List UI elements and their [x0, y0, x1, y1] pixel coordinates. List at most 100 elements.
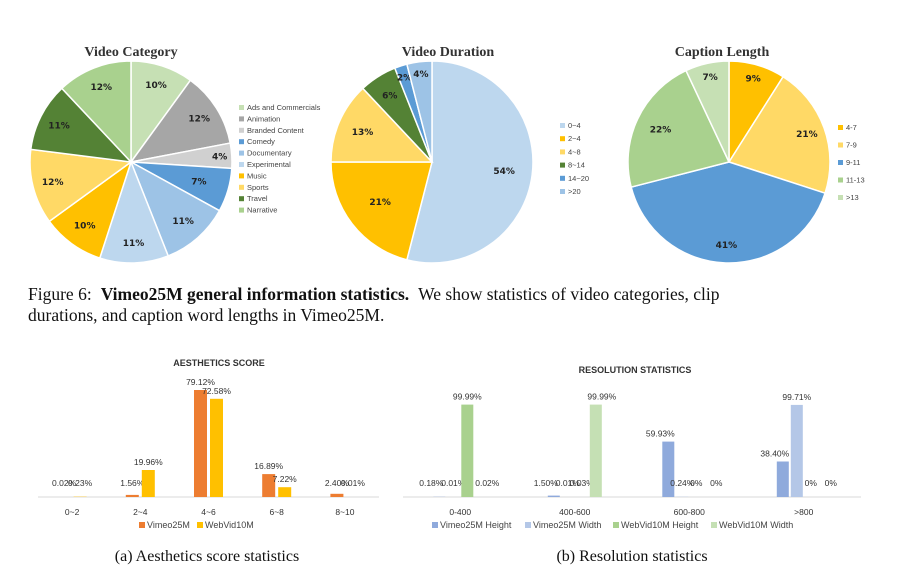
pie-slice-label: 4% — [212, 152, 227, 162]
pie-slice-label: 6% — [382, 92, 397, 102]
pie-slice-label: 13% — [352, 128, 374, 138]
data-label: 0.24% — [670, 478, 695, 488]
bar — [125, 494, 139, 497]
x-tick-label: 6~8 — [269, 507, 284, 517]
legend-swatch — [838, 142, 843, 148]
data-label: 0.02% — [52, 478, 77, 488]
data-label: 79.12% — [186, 377, 215, 387]
pie-slice — [330, 161, 433, 261]
pie-slice — [685, 60, 730, 163]
legend-entry: 4~8 — [568, 147, 581, 156]
legend-swatch — [560, 149, 565, 155]
x-tick-label: >800 — [794, 507, 813, 517]
pie-slice — [129, 160, 221, 257]
data-label: 0% — [710, 478, 723, 488]
legend-swatch — [239, 162, 244, 167]
legend-entry: >20 — [568, 187, 581, 196]
bar — [461, 404, 474, 497]
bar-resolution-statistics: RESOLUTION STATISTICS0-4000.18%0.01%99.9… — [403, 365, 861, 530]
legend-swatch — [711, 522, 717, 528]
data-label: 0.03% — [570, 478, 595, 488]
x-tick-label: 600-800 — [674, 507, 705, 517]
bar — [547, 495, 560, 497]
legend-swatch — [197, 522, 203, 528]
pie-title: Video Duration — [402, 45, 495, 60]
pie-slice-label: 7% — [702, 73, 717, 83]
bar — [589, 404, 602, 497]
figure6-label: Figure 6: — [28, 284, 92, 304]
data-label: 0.23% — [68, 478, 93, 488]
data-label: 19.96% — [134, 457, 163, 467]
x-tick-label: 0~2 — [65, 507, 80, 517]
pie-slice — [60, 60, 132, 164]
bar — [194, 390, 207, 497]
legend-swatch — [613, 522, 619, 528]
pie-video-category: Video Category 10% 12% 4% 7% 11% 11% 10% 12% 11% 1… — [29, 45, 321, 264]
subcaption-b: (b) Resolution statistics — [556, 548, 707, 565]
legend-swatch — [239, 196, 244, 202]
legend-swatch — [432, 522, 438, 528]
legend-swatch — [838, 125, 843, 130]
pie-slice — [98, 159, 170, 264]
pie-slice-label: 2% — [397, 74, 412, 84]
legend-swatch — [239, 207, 244, 213]
legend-swatch — [525, 522, 531, 528]
legend-entry: Documentary — [247, 149, 292, 158]
legend-swatch — [560, 162, 565, 168]
bar — [790, 404, 803, 497]
legend-entry: Vimeo25M Height — [440, 520, 512, 530]
figure6-caption-line1: Figure 6: Vimeo25M general information s… — [28, 284, 720, 304]
legend-swatch — [239, 105, 244, 110]
legend-entry: 7-9 — [846, 141, 857, 150]
pie-slice — [330, 87, 434, 163]
legend-entry: 11-13 — [846, 176, 865, 185]
legend-entry: >13 — [846, 193, 859, 202]
legend-swatch — [560, 136, 565, 142]
legend-swatch — [239, 139, 244, 145]
legend-entry: Sports — [247, 183, 269, 192]
legend-entry: Ads and Commercials — [247, 103, 321, 112]
legend-entry: 2~4 — [568, 134, 581, 143]
data-label: 2.40% — [325, 478, 350, 488]
legend-swatch — [239, 150, 244, 156]
subcaption-a: (a) Aesthetics score statistics — [115, 548, 299, 565]
x-tick-label: 400-600 — [559, 507, 590, 517]
pie-slice-label: 10% — [74, 222, 96, 232]
x-tick-label: 4~6 — [201, 507, 216, 517]
data-label: 1.50% — [534, 478, 559, 488]
pie-slice — [727, 75, 831, 195]
legend-entry: Narrative — [247, 206, 277, 215]
legend-swatch — [560, 123, 565, 128]
pie-slice — [29, 87, 133, 164]
bar — [262, 474, 276, 497]
legend-swatch — [139, 522, 145, 528]
pie-slice — [129, 79, 232, 164]
figure6-caption-rest: We show statistics of video categories, … — [418, 284, 720, 304]
pie-slice — [405, 60, 433, 163]
data-label: 0% — [805, 478, 818, 488]
data-label: 16.89% — [254, 461, 283, 471]
data-label: 72.58% — [202, 386, 231, 396]
data-label: 99.99% — [587, 392, 616, 402]
bar — [210, 398, 223, 497]
pie-slice-label: 12% — [42, 178, 64, 188]
legend-swatch — [239, 184, 244, 190]
legend-swatch — [838, 177, 843, 183]
pie-slice-label: 9% — [746, 75, 761, 85]
pie-slice-label: 21% — [369, 198, 391, 208]
pie-slice-label: 22% — [650, 126, 672, 136]
pie-title: Caption Length — [675, 45, 770, 60]
legend-swatch — [560, 189, 565, 194]
data-label: 0.01% — [341, 478, 366, 488]
pie-slice-label: 11% — [172, 217, 194, 227]
pie-slice — [627, 69, 731, 189]
pie-slice-label: 11% — [123, 239, 145, 249]
pie-caption-length: Caption Length 9% 21% 41% 22% 7% 4-7 7-9 9-11 11-… — [627, 45, 865, 264]
figure6-caption-line2: durations, and caption word lengths in V… — [28, 305, 384, 325]
legend-entry: 14~20 — [568, 174, 589, 183]
bar — [776, 461, 789, 497]
pie-slice-label: 10% — [145, 81, 167, 91]
pie-slice-label: 11% — [48, 121, 70, 131]
data-label: 38.40% — [760, 449, 789, 459]
